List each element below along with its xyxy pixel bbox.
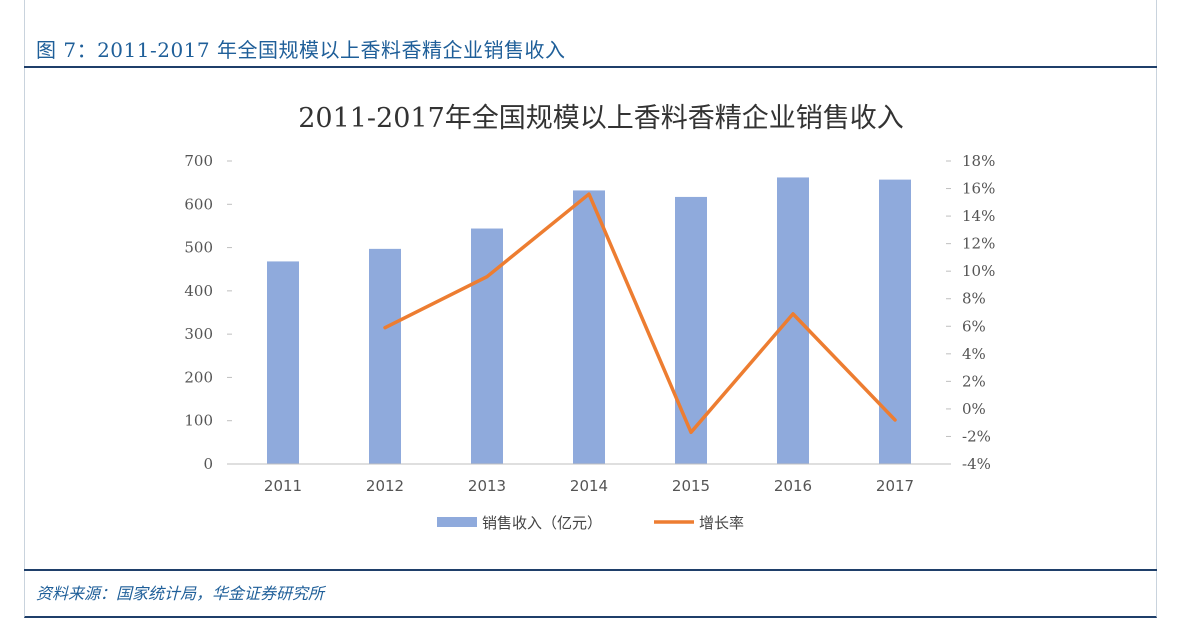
- source-note: 资料来源：国家统计局，华金证券研究所: [36, 584, 325, 603]
- y-left-tick-label: 0: [203, 455, 213, 473]
- y-right-tick-label: 14%: [962, 207, 995, 225]
- y-right-tick-label: 0%: [962, 400, 986, 418]
- y-right-tick-label: 10%: [962, 262, 995, 280]
- y-right-tick-label: 6%: [962, 317, 986, 335]
- y-left-tick-label: 400: [184, 282, 213, 300]
- y-left-tick-label: 700: [184, 152, 213, 170]
- x-tick-label: 2011: [264, 477, 302, 495]
- y-right-tick-label: 12%: [962, 235, 995, 253]
- y-right-tick-label: 16%: [962, 180, 995, 198]
- legend-swatch-sales: [437, 517, 477, 527]
- y-right-tick-label: 18%: [962, 152, 995, 170]
- figure-title: 图 7：2011-2017 年全国规模以上香料香精企业销售收入: [36, 38, 566, 62]
- chart-title: 2011-2017年全国规模以上香料香精企业销售收入: [298, 103, 904, 134]
- y-right-tick-label: 4%: [962, 345, 986, 363]
- bar-2014: [573, 190, 605, 465]
- source-rule: [24, 569, 1157, 571]
- x-tick-label: 2012: [366, 477, 404, 495]
- y-left-tick-label: 300: [184, 325, 213, 343]
- y-left-tick-label: 600: [184, 195, 213, 213]
- bar-2011: [267, 261, 299, 464]
- bar-2017: [879, 179, 911, 464]
- x-tick-label: 2017: [876, 477, 914, 495]
- bar-2012: [369, 248, 401, 464]
- x-tick-label: 2015: [672, 477, 710, 495]
- y-right-tick-label: 2%: [962, 372, 986, 390]
- title-rule: [24, 66, 1157, 68]
- y-right-tick-label: -4%: [962, 455, 991, 473]
- bar-2013: [471, 228, 503, 464]
- x-tick-label: 2014: [570, 477, 608, 495]
- legend-label-growth: 增长率: [699, 514, 744, 532]
- growth-line: [383, 192, 897, 435]
- figure-frame: [24, 0, 1157, 618]
- y-left-tick-label: 500: [184, 239, 213, 257]
- legend-label-sales: 销售收入（亿元）: [482, 514, 602, 532]
- bar-2015: [675, 196, 707, 465]
- y-left-tick-label: 200: [184, 368, 213, 386]
- x-tick-label: 2013: [468, 477, 506, 495]
- bar-2016: [777, 177, 809, 464]
- y-left-tick-label: 100: [184, 412, 213, 430]
- y-right-tick-label: 8%: [962, 290, 986, 308]
- x-tick-label: 2016: [774, 477, 812, 495]
- y-right-tick-label: -2%: [962, 427, 991, 445]
